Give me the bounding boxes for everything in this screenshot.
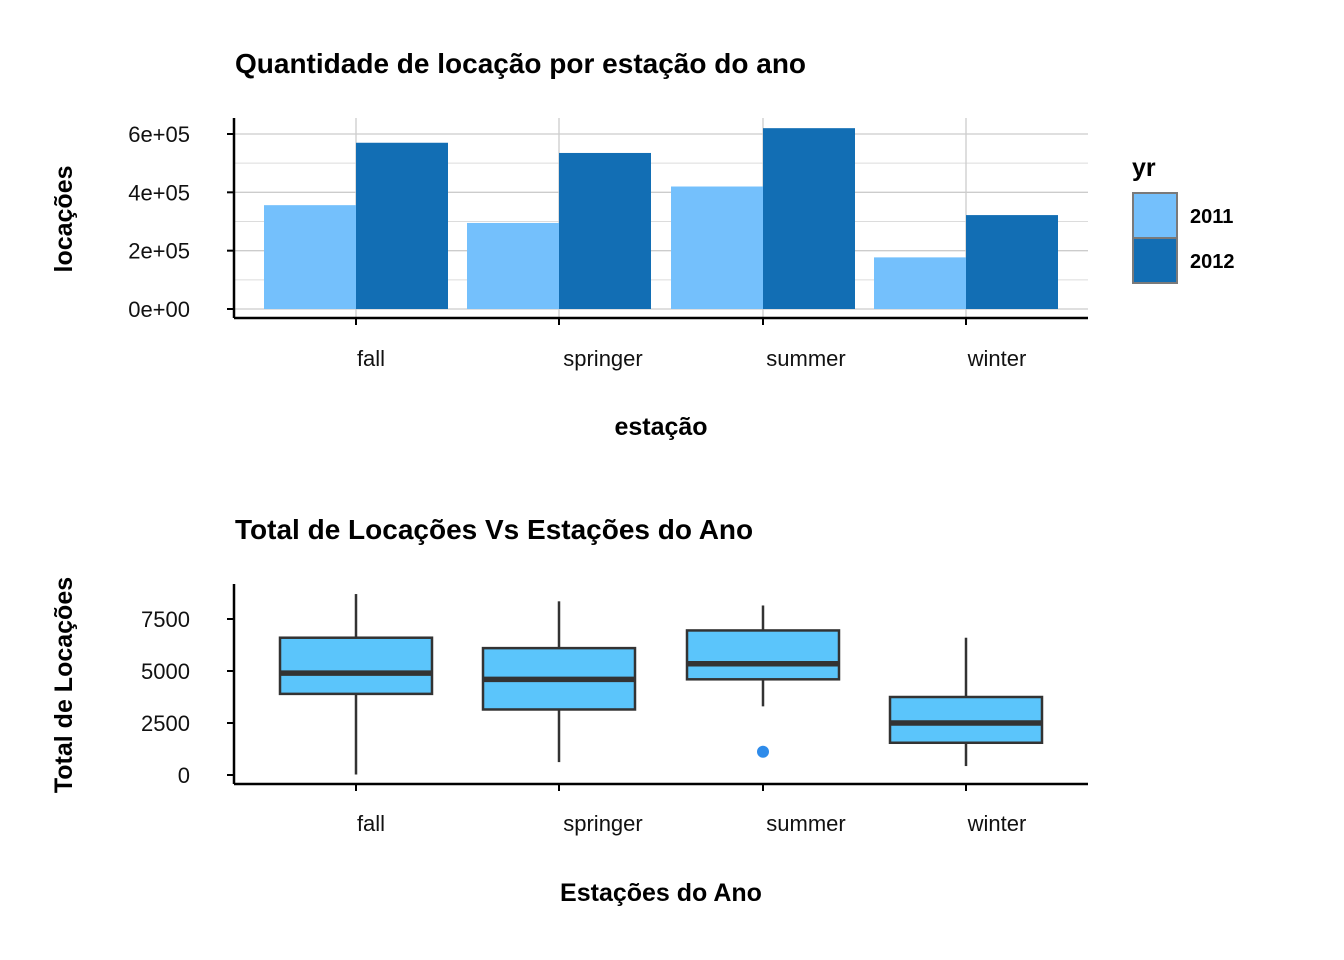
bar-x-tick-label: summer	[766, 346, 845, 371]
legend-label-2011: 2011	[1190, 206, 1233, 228]
box-y-axis-title: Total de Locações	[50, 577, 78, 793]
box-outlier-summer	[757, 745, 769, 758]
bar-winter-2011	[874, 257, 966, 309]
bar-bars	[264, 128, 1058, 309]
legend-swatch-2012	[1132, 237, 1178, 284]
bar-fall-2012	[356, 142, 448, 309]
box-y-ticks: 0 2500 5000 7500	[141, 607, 234, 788]
box-x-axis-title: Estações do Ano	[560, 879, 762, 907]
box-x-tick-label: winter	[967, 811, 1027, 836]
box-summer	[685, 629, 841, 681]
box-y-tick-label: 0	[178, 763, 190, 788]
bar-y-tick-label: 6e+05	[128, 122, 190, 147]
box-fall	[278, 636, 434, 696]
box-winter	[888, 695, 1044, 745]
bar-x-tick-label: winter	[967, 346, 1027, 371]
box-boxes	[278, 594, 1044, 775]
box-chart-title: Total de Locações Vs Estações do Ano	[235, 514, 753, 545]
bar-x-ticks: fall springer summer winter	[355, 318, 1027, 371]
bar-x-tick-label: fall	[357, 346, 385, 371]
bar-summer-2012	[763, 128, 855, 309]
box-chart: Total de Locações Vs Estações do Ano 0 25…	[50, 514, 1088, 907]
bar-fall-2011	[264, 205, 356, 309]
bar-y-tick-label: 2e+05	[128, 239, 190, 264]
bar-y-axis-title: locações	[50, 165, 78, 272]
box-y-tick-label: 5000	[141, 659, 190, 684]
box-x-tick-label: fall	[357, 811, 385, 836]
bar-y-tick-label: 4e+05	[128, 180, 190, 205]
legend-title: yr	[1132, 154, 1156, 182]
bar-summer-2011	[671, 186, 763, 309]
bar-springer-2011	[467, 222, 559, 309]
bar-x-axis-title: estação	[614, 413, 707, 441]
bar-chart: Quantidade de locação por estação do ano…	[50, 48, 1235, 441]
box-y-tick-label: 7500	[141, 607, 190, 632]
bar-x-tick-label: springer	[563, 346, 642, 371]
bar-springer-2012	[559, 152, 651, 309]
legend-label-2012: 2012	[1190, 251, 1235, 273]
box-x-ticks: fall springer summer winter	[355, 784, 1027, 836]
box-x-tick-label: summer	[766, 811, 845, 836]
bar-legend: yr 2011 2012	[1132, 154, 1235, 284]
bar-winter-2012	[966, 215, 1058, 309]
box-x-tick-label: springer	[563, 811, 642, 836]
bar-chart-title: Quantidade de locação por estação do ano	[235, 48, 806, 79]
box-y-tick-label: 2500	[141, 711, 190, 736]
bar-y-tick-label: 0e+00	[128, 297, 190, 322]
bar-y-ticks: 0e+00 2e+05 4e+05 6e+05	[128, 122, 234, 322]
legend-swatch-2011	[1132, 192, 1178, 239]
